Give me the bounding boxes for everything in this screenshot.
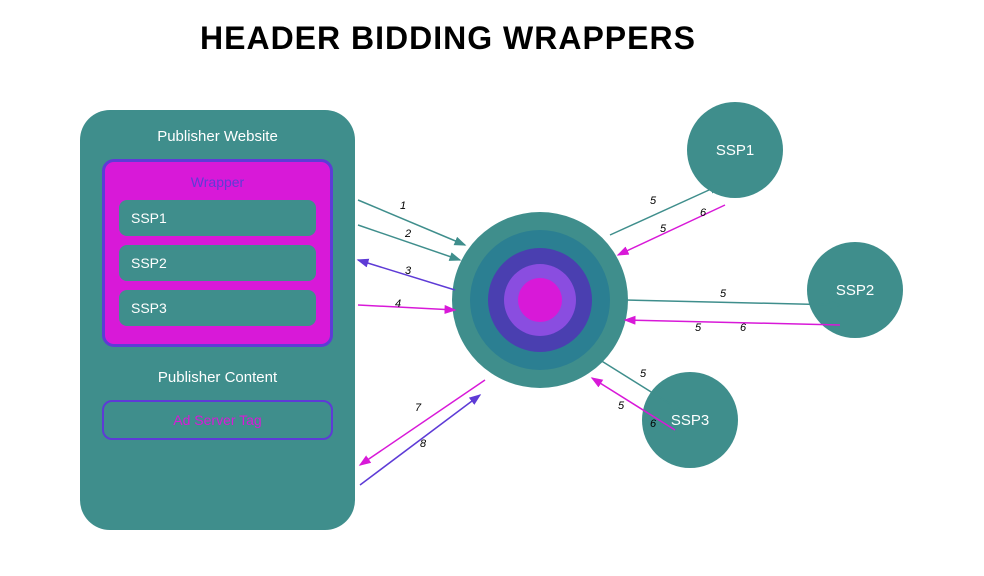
ad-server-tag-label: Ad Server Tag bbox=[173, 412, 261, 428]
publisher-content-label: Publisher Content bbox=[102, 369, 333, 386]
flow-step-label: 6 bbox=[740, 322, 746, 334]
flow-arrow bbox=[360, 380, 485, 465]
publisher-website-box: Publisher Website Wrapper SSP1 SSP2 SSP3… bbox=[80, 110, 355, 530]
flow-step-label: 5 bbox=[640, 368, 646, 380]
flow-step-label: 8 bbox=[420, 438, 426, 450]
flow-step-label: 3 bbox=[405, 265, 411, 277]
flow-step-label: 5 bbox=[695, 322, 701, 334]
flow-step-label: 5 bbox=[660, 223, 666, 235]
page-title: HEADER BIDDING WRAPPERS bbox=[200, 20, 696, 57]
ssp-node-3: SSP3 bbox=[642, 372, 738, 468]
flow-step-label: 6 bbox=[700, 207, 706, 219]
wrapper-ssp2: SSP2 bbox=[119, 245, 316, 281]
ad-server-tag-box: Ad Server Tag bbox=[102, 400, 333, 440]
wrapper-ssp1: SSP1 bbox=[119, 200, 316, 236]
flow-step-label: 4 bbox=[395, 298, 401, 310]
wrapper-ssp3: SSP3 bbox=[119, 290, 316, 326]
ssp-node-2: SSP2 bbox=[807, 242, 903, 338]
flow-arrow bbox=[358, 200, 465, 245]
flow-arrow bbox=[358, 305, 455, 310]
hub-ring bbox=[518, 278, 562, 322]
flow-step-label: 2 bbox=[405, 228, 411, 240]
ssp-node-1: SSP1 bbox=[687, 102, 783, 198]
flow-step-label: 5 bbox=[650, 195, 656, 207]
flow-step-label: 6 bbox=[650, 418, 656, 430]
flow-arrow bbox=[625, 320, 840, 325]
wrapper-box: Wrapper SSP1 SSP2 SSP3 bbox=[102, 159, 333, 347]
flow-step-label: 1 bbox=[400, 200, 406, 212]
flow-step-label: 5 bbox=[720, 288, 726, 300]
flow-arrow bbox=[618, 205, 725, 255]
flow-step-label: 7 bbox=[415, 402, 421, 414]
flow-step-label: 5 bbox=[618, 400, 624, 412]
publisher-website-label: Publisher Website bbox=[102, 128, 333, 145]
wrapper-label: Wrapper bbox=[119, 174, 316, 190]
